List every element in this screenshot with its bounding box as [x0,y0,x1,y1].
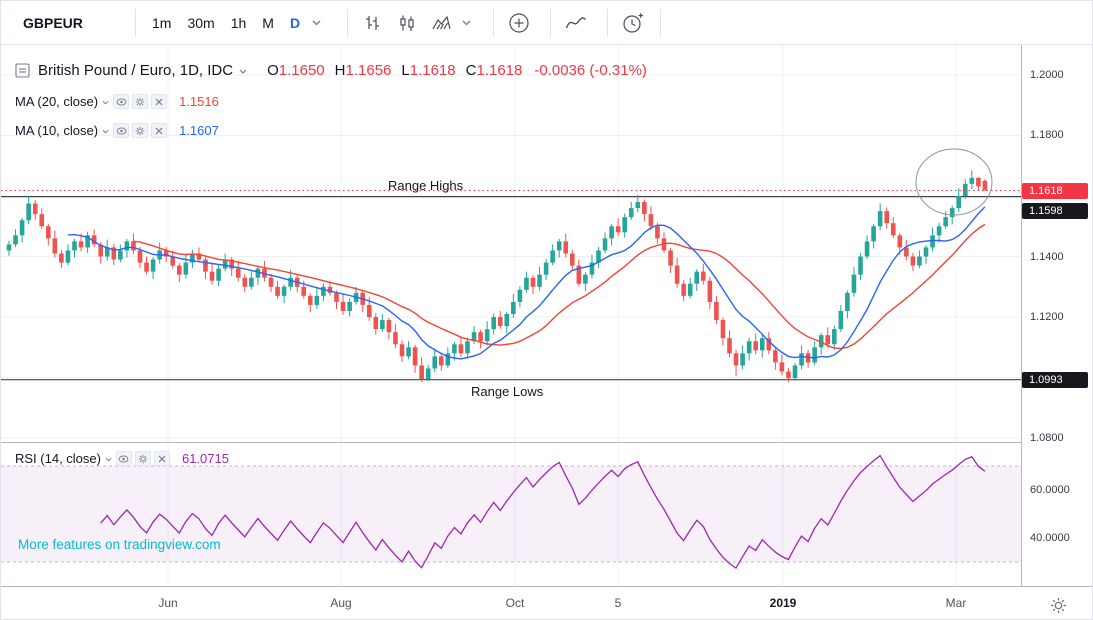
legend-title-row: British Pound / Euro, 1D, IDC O1.1650 H1.… [15,57,647,83]
range-highs-label[interactable]: Range Highs [388,178,464,193]
price-pane[interactable] [1,45,1021,442]
price-axis-label: 1.2000 [1030,68,1064,81]
chevron-down-icon[interactable] [102,129,109,134]
indicator-row-ma10: MA (10, close) 1.1607 [15,120,647,141]
chevron-down-icon[interactable] [105,457,112,462]
interval-button-1m[interactable]: 1m [152,14,172,31]
highlight-circle-annotation[interactable] [915,148,993,216]
price-axis-badge: 1.1618 [1022,182,1088,199]
time-axis-label: Oct [505,596,525,610]
chevron-down-icon[interactable] [239,69,247,74]
price-axis-badge: 1.1598 [1022,202,1088,219]
ohlc-L: L1.1618 [401,61,456,79]
indicator-name[interactable]: MA (20, close) [15,94,99,109]
area-chart-type-icon[interactable] [424,6,458,40]
price-axis-label: 1.1400 [1030,250,1064,263]
rsi-axis-label: 60.0000 [1030,484,1070,496]
indicator-name[interactable]: RSI (14, close) [15,451,101,466]
rsi-line[interactable] [100,454,986,570]
close-icon[interactable] [153,451,170,466]
price-axis-label: 1.1200 [1030,311,1064,324]
indicator-value: 1.1516 [179,94,219,109]
indicator-value: 1.1607 [179,123,219,138]
range-lows-label[interactable]: Range Lows [471,384,544,399]
line-tool-icon[interactable] [559,6,593,40]
eye-icon[interactable] [113,123,130,138]
price-axis[interactable]: 1.2000 1.1800 1.1400 1.1200 1.0800 1.1618 1.15… [1022,45,1092,586]
change-value: -0.0036 (-0.31%) [534,61,647,79]
symbol-search-button[interactable]: GBPEUR [23,14,83,31]
candlestick-chart-type-icon[interactable] [390,6,424,40]
rsi-pane[interactable] [1,442,1021,586]
gear-icon[interactable] [132,123,149,138]
eye-icon[interactable] [115,451,132,466]
bar-chart-type-icon[interactable] [356,6,390,40]
time-axis-label: Mar [945,596,967,610]
interval-button-D[interactable]: D [289,14,301,31]
price-axis-label: 1.1800 [1030,129,1064,142]
pane-divider[interactable] [1,442,1092,443]
price-axis-divider [1021,45,1022,619]
interval-button-1h[interactable]: 1h [230,14,247,31]
toolbar-separator [607,8,609,37]
interval-dropdown-chevron[interactable] [308,20,325,26]
rsi-legend: RSI (14, close) 61.0715 [15,448,229,469]
time-axis-divider [1,586,1092,587]
ohlc-H: H1.1656 [334,61,392,79]
interval-group: 1m 30m 1h M D [144,11,308,35]
ohlc-O: O1.1650 [267,61,325,79]
rsi-axis-label: 40.0000 [1030,532,1070,544]
price-axis-badge: 1.0993 [1022,371,1088,388]
interval-button-30m[interactable]: 30m [187,14,215,31]
alert-clock-icon[interactable] [616,6,650,40]
ma10-line[interactable] [67,206,986,360]
eye-icon[interactable] [113,94,130,109]
chart-legend: British Pound / Euro, 1D, IDC O1.1650 H1.… [15,57,647,141]
rsi-band-fill [1,466,1021,562]
time-axis-label: Jun [158,596,178,610]
chart-type-chevron[interactable] [458,20,475,26]
indicator-row-ma20: MA (20, close) 1.1516 [15,91,647,112]
symbol-title[interactable]: British Pound / Euro, 1D, IDC [38,61,234,79]
tradingview-watermark-link[interactable]: More features on tradingview.com [18,537,221,552]
time-axis[interactable]: Jun Aug Oct 5 2019 Mar [1,587,1092,619]
ohlc-values: O1.1650 H1.1656 L1.1618 C1.1618 [267,62,532,79]
time-axis-label: 5 [614,596,622,610]
toolbar-separator [550,8,552,37]
time-axis-label: Aug [330,596,352,610]
interval-button-M[interactable]: M [262,14,274,31]
indicator-name[interactable]: MA (10, close) [15,123,99,138]
toolbar-separator [660,8,662,37]
toolbar-separator [493,8,495,37]
legend-collapse-icon[interactable] [15,62,30,78]
time-axis-label: 2019 [769,596,797,610]
gear-icon[interactable] [134,451,151,466]
compare-add-icon[interactable] [502,6,536,40]
ohlc-C: C1.1618 [465,61,523,79]
settings-gear-icon[interactable] [1046,593,1070,617]
close-icon[interactable] [151,94,168,109]
price-axis-label: 1.0800 [1030,432,1064,445]
top-toolbar: GBPEUR 1m 30m 1h M D [1,1,1092,45]
toolbar-separator [347,8,349,37]
gear-icon[interactable] [132,94,149,109]
chevron-down-icon[interactable] [102,100,109,105]
indicator-row-rsi: RSI (14, close) 61.0715 [15,448,229,469]
close-icon[interactable] [151,123,168,138]
toolbar-separator [135,8,136,37]
indicator-value: 61.0715 [181,451,229,466]
